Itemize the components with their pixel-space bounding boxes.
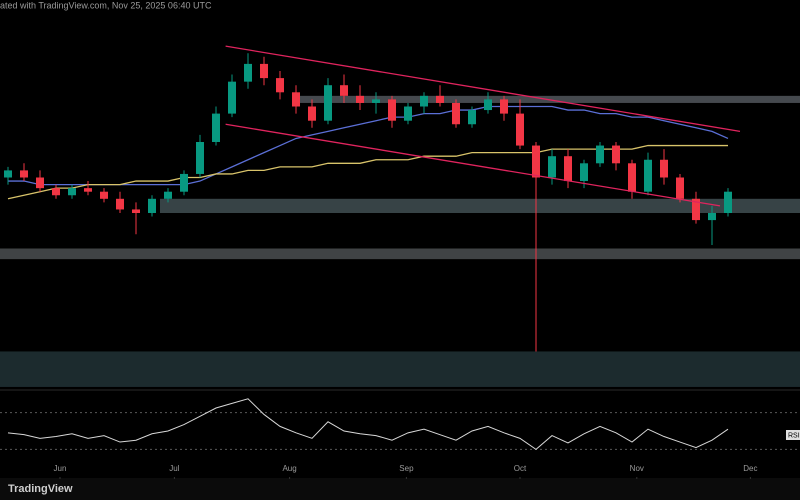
header-caption: ated with TradingView.com, Nov 25, 2025 … [0, 0, 212, 10]
x-tick-label: Oct [514, 464, 527, 473]
candle-body [132, 209, 140, 213]
candle-body [404, 106, 412, 121]
candle-body [260, 63, 268, 79]
rsi-label: RSI [788, 432, 800, 439]
candle-body [548, 156, 556, 178]
candle-body [356, 95, 364, 103]
candle-body [516, 113, 524, 146]
candle-body [276, 78, 284, 93]
candle-body [484, 99, 492, 111]
candle-body [196, 142, 204, 174]
x-tick-label: Sep [399, 464, 414, 473]
candle-body [4, 170, 12, 178]
x-tick-label: Dec [743, 464, 757, 473]
x-tick-label: Jun [54, 464, 67, 473]
zone [0, 248, 800, 260]
candle-body [100, 191, 108, 199]
candle-body [388, 99, 396, 121]
moving-average [7, 144, 728, 200]
candle-body [724, 191, 732, 213]
rsi-line [7, 398, 729, 451]
candle-body [596, 145, 604, 164]
zone [0, 351, 800, 387]
candle-body [436, 95, 444, 103]
candle-body [324, 85, 332, 121]
candle-body [228, 81, 236, 114]
candle-body [52, 188, 60, 196]
candle-body [628, 163, 636, 192]
candle-body [564, 156, 572, 182]
candle-body [708, 213, 716, 221]
moving-average [8, 105, 729, 186]
candle-body [116, 198, 124, 210]
candle-body [20, 170, 28, 178]
candle-body [148, 198, 156, 213]
x-tick-label: Jul [169, 464, 179, 473]
candle-body [468, 110, 476, 125]
candle-body [644, 159, 652, 192]
candle-body [612, 145, 620, 164]
logo: TradingView [8, 483, 73, 495]
candle-body [420, 95, 428, 107]
candle-body [660, 159, 668, 178]
footer-bar [0, 478, 800, 500]
candle-body [244, 63, 252, 82]
candle-body [36, 177, 44, 189]
candle-body [292, 92, 300, 107]
candle-body [452, 102, 460, 125]
zone [160, 198, 800, 213]
x-tick-label: Aug [282, 464, 296, 473]
candle-body [692, 198, 700, 221]
candle-body [340, 85, 348, 96]
candle-body [532, 145, 540, 178]
candle-body [164, 191, 172, 199]
candle-body [212, 113, 220, 142]
trendline [225, 123, 721, 207]
candle-body [308, 106, 316, 121]
x-tick-label: Nov [630, 464, 644, 473]
candle-body [84, 188, 92, 192]
trendline [225, 45, 741, 132]
candle-body [372, 99, 380, 103]
candle-body [676, 177, 684, 199]
candle-body [180, 173, 188, 192]
candle-body [580, 163, 588, 182]
candle-body [68, 188, 76, 196]
rsi-label-box [786, 430, 800, 440]
candle-body [500, 99, 508, 114]
